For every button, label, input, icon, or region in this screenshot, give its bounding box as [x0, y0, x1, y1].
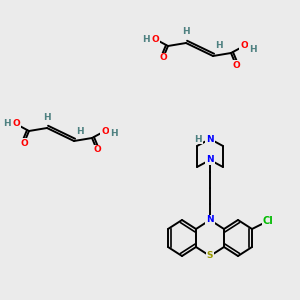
Text: N: N	[206, 134, 214, 143]
Text: N: N	[206, 155, 214, 164]
Text: Cl: Cl	[262, 216, 273, 226]
Text: H: H	[43, 112, 51, 122]
Text: H: H	[76, 127, 84, 136]
Text: H: H	[215, 41, 223, 50]
Text: S: S	[207, 251, 213, 260]
Text: O: O	[20, 139, 28, 148]
Text: O: O	[101, 127, 109, 136]
Text: O: O	[240, 41, 248, 50]
Text: H: H	[110, 130, 118, 139]
Text: N: N	[206, 215, 214, 224]
Text: H: H	[194, 134, 202, 143]
Text: O: O	[93, 146, 101, 154]
Text: O: O	[151, 34, 159, 43]
Text: O: O	[12, 119, 20, 128]
Text: H: H	[142, 34, 150, 43]
Text: H: H	[3, 119, 11, 128]
Text: O: O	[232, 61, 240, 70]
Text: H: H	[182, 28, 190, 37]
Text: O: O	[159, 53, 167, 62]
Text: H: H	[249, 44, 257, 53]
